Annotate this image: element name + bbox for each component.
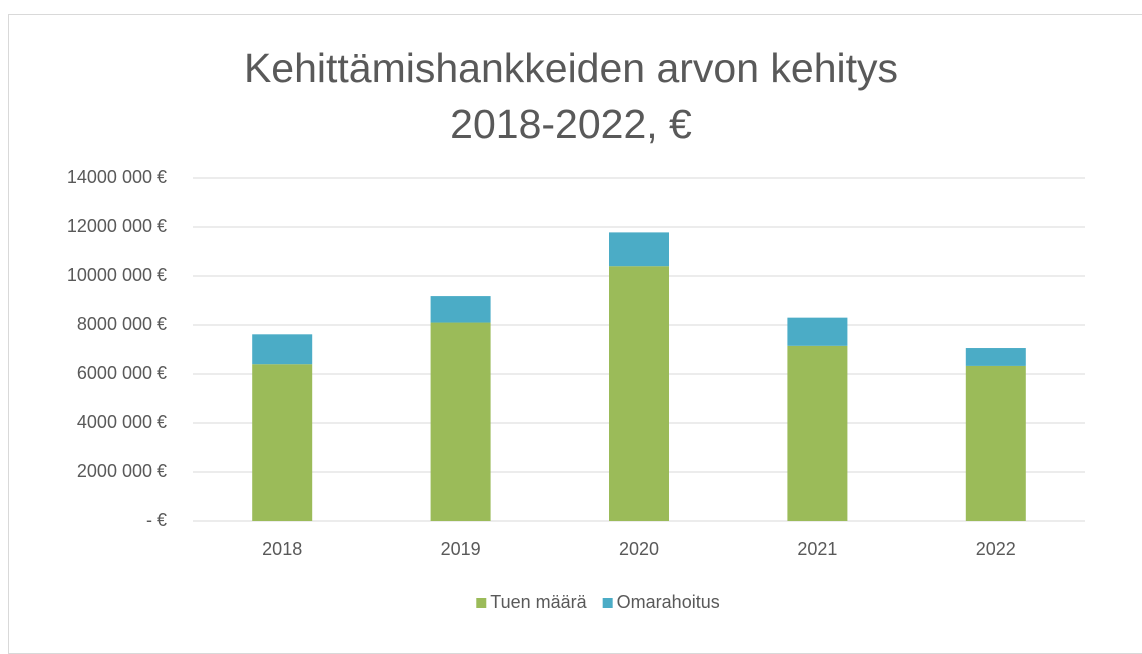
y-tick-label: - € <box>146 510 167 530</box>
bar-segment <box>430 296 491 323</box>
bar-segment <box>787 317 848 346</box>
y-tick-label: 12000 000 € <box>67 216 167 236</box>
bar-segment <box>609 266 669 521</box>
x-tick-label: 2019 <box>441 539 481 559</box>
bar-segment <box>252 364 313 521</box>
y-tick-label: 2000 000 € <box>77 461 167 481</box>
x-tick-label: 2020 <box>619 539 659 559</box>
legend-label: Omarahoitus <box>617 592 720 612</box>
bar-segment <box>787 345 848 521</box>
y-tick-label: 10000 000 € <box>67 265 167 285</box>
page: Kehittämishankkeiden arvon kehitys 2018-… <box>8 14 1142 654</box>
bar-segment <box>430 322 491 521</box>
legend-label: Tuen määrä <box>490 592 587 612</box>
y-tick-label: 4000 000 € <box>77 412 167 432</box>
y-tick-label: 14000 000 € <box>67 167 167 187</box>
y-tick-label: 8000 000 € <box>77 314 167 334</box>
bar-segment <box>965 365 1026 521</box>
bar-segment <box>609 232 669 267</box>
chart: - € 2000 000 € 4000 000 € 6000 000 € 8000 00… <box>67 167 1085 612</box>
bar-segment <box>965 348 1026 366</box>
legend-swatch <box>602 598 613 608</box>
bar-segment <box>252 334 313 365</box>
legend-swatch <box>476 598 487 608</box>
chart-title: Kehittämishankkeiden arvon kehitys 2018-… <box>243 45 899 147</box>
x-tick-label: 2021 <box>797 539 837 559</box>
y-tick-label: 6000 000 € <box>77 363 167 383</box>
x-tick-label: 2018 <box>262 539 302 559</box>
x-tick-label: 2022 <box>976 539 1016 559</box>
